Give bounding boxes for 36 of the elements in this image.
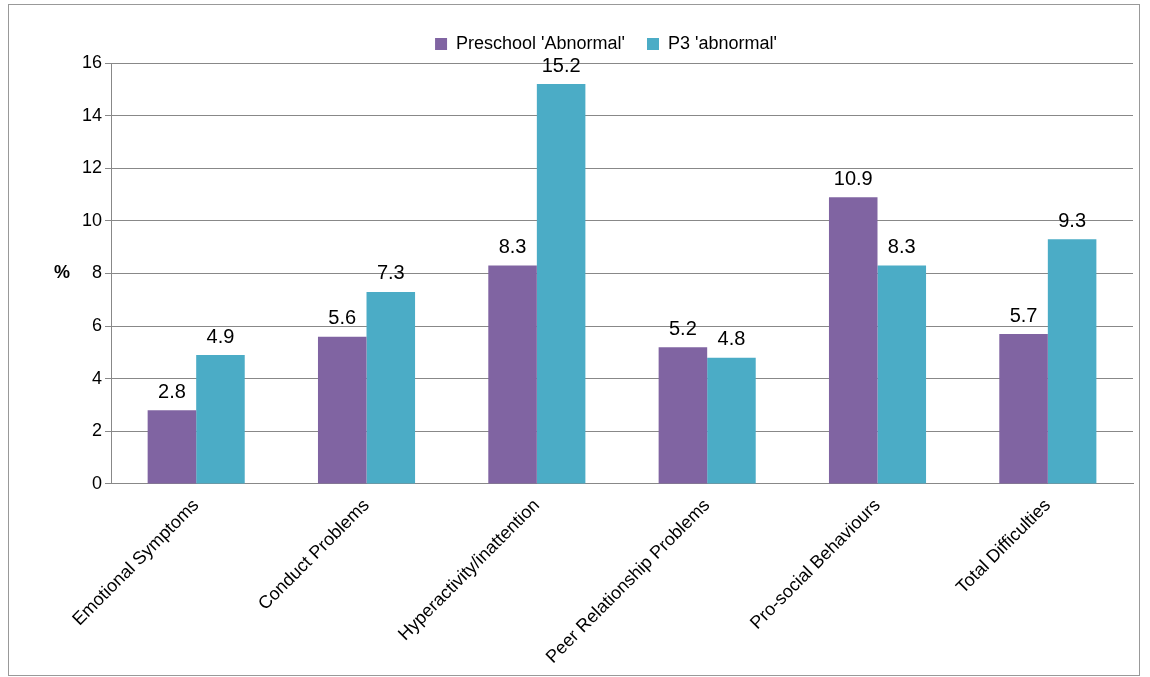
data-label: 5.6 (328, 306, 357, 329)
data-label: 9.3 (1058, 208, 1087, 231)
bar (1047, 239, 1097, 484)
bar (877, 265, 927, 484)
y-tick-label: 14 (81, 104, 103, 125)
bar (536, 84, 586, 484)
data-label: 4.8 (717, 327, 746, 350)
y-tick-label: 10 (81, 209, 103, 230)
data-label: 10.9 (833, 166, 873, 189)
bar (707, 357, 756, 484)
data-label: 2.8 (158, 379, 186, 402)
legend-label: P3 'abnormal' (668, 32, 777, 53)
y-tick-label: 12 (81, 157, 103, 178)
legend-label: Preschool 'Abnormal' (456, 32, 626, 53)
data-label: 15.2 (541, 53, 581, 76)
bar (999, 334, 1048, 484)
bar (366, 291, 416, 484)
y-tick-label: 2 (92, 420, 103, 441)
bar (488, 265, 537, 484)
data-label: 8.3 (887, 235, 916, 258)
data-label: 5.2 (669, 316, 697, 339)
y-tick-label: 6 (92, 315, 103, 336)
y-axis-title: % (53, 262, 71, 283)
y-tick-label: 16 (81, 51, 103, 72)
bar (196, 355, 245, 484)
data-label: 8.3 (498, 235, 527, 258)
data-label: 5.7 (1009, 303, 1038, 326)
bar (317, 336, 367, 484)
bar (658, 347, 708, 484)
y-tick-label: 0 (92, 472, 103, 493)
bar (147, 410, 197, 484)
y-tick-label: 8 (92, 262, 103, 283)
data-label: 4.9 (206, 324, 235, 347)
bar (828, 197, 878, 484)
data-label: 7.3 (376, 261, 405, 284)
y-tick-label: 4 (92, 367, 103, 388)
